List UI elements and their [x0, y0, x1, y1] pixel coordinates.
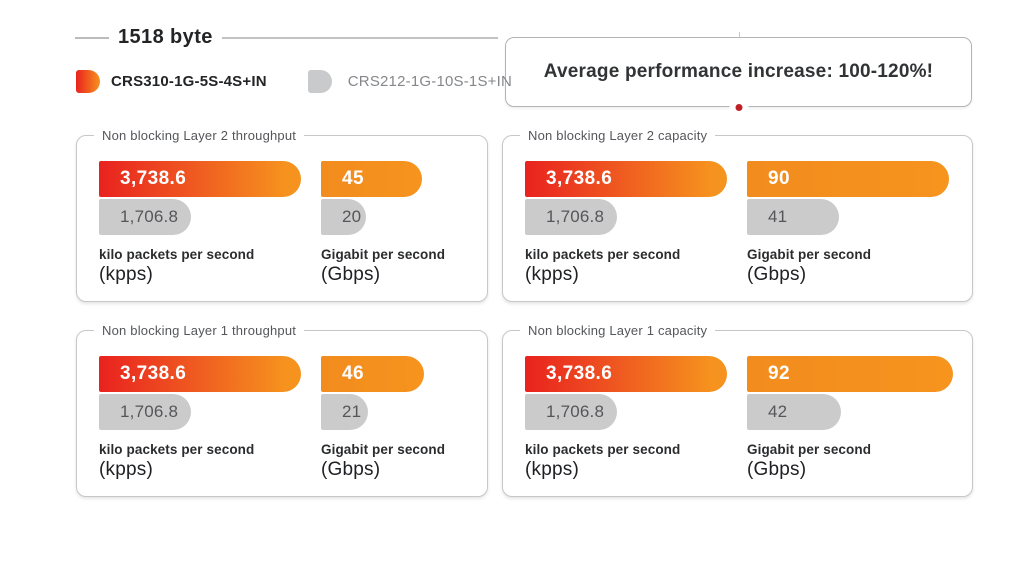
- legend-label: CRS212-1G-10S-1S+IN: [347, 73, 513, 90]
- panel-layer1-throughput: Non blocking Layer 1 throughput 3,738.6 …: [76, 323, 488, 497]
- bar-group-kpps: 3,738.6 1,706.8 kilo packets per second …: [525, 356, 727, 481]
- unit-name: kilo packets per second: [99, 442, 255, 457]
- unit-abbr: (kpps): [99, 264, 153, 285]
- panel-title: Non blocking Layer 1 capacity: [520, 323, 716, 338]
- legend-swatch-gray-icon: [307, 70, 332, 93]
- bar-crs310-kpps: 3,738.6: [99, 356, 301, 392]
- unit-abbr: (Gbps): [747, 459, 807, 480]
- bar-crs212-gbps: 41: [747, 199, 839, 235]
- legend-label: CRS310-1G-5S-4S+IN: [111, 73, 267, 90]
- unit-abbr: (Gbps): [321, 459, 381, 480]
- unit-abbr: (Gbps): [747, 264, 807, 285]
- bar-group-gbps: 92 42 Gigabit per second (Gbps): [747, 356, 953, 481]
- bar-crs212-gbps: 42: [747, 394, 842, 430]
- unit-abbr: (Gbps): [321, 264, 381, 285]
- panel-title: Non blocking Layer 2 capacity: [520, 128, 716, 143]
- title-trailing-line: [221, 36, 498, 39]
- bar-crs310-kpps: 3,738.6: [99, 161, 301, 197]
- panel-title: Non blocking Layer 1 throughput: [94, 323, 305, 338]
- panel-layer2-capacity: Non blocking Layer 2 capacity 3,738.6 1,…: [502, 128, 973, 302]
- unit-abbr: (kpps): [525, 459, 579, 480]
- performance-banner: Average performance increase: 100-120%!: [505, 32, 972, 111]
- bar-crs310-gbps: 45: [321, 161, 422, 197]
- bar-group-gbps: 46 21 Gigabit per second (Gbps): [321, 356, 527, 481]
- legend: CRS310-1G-5S-4S+IN CRS212-1G-10S-1S+IN: [76, 70, 512, 93]
- bar-crs310-gbps: 92: [747, 356, 953, 392]
- panels-grid: Non blocking Layer 2 throughput 3,738.6 …: [76, 128, 973, 497]
- unit-abbr: (kpps): [525, 264, 579, 285]
- bar-group-kpps: 3,738.6 1,706.8 kilo packets per second …: [99, 356, 301, 481]
- bar-crs212-gbps: 20: [321, 199, 366, 235]
- red-dot-icon: [735, 103, 742, 111]
- header: 1518 byte: [75, 26, 498, 49]
- legend-item-crs212: CRS212-1G-10S-1S+IN: [307, 70, 513, 93]
- bar-group-kpps: 3,738.6 1,706.8 kilo packets per second …: [525, 161, 727, 286]
- unit-abbr: (kpps): [99, 459, 153, 480]
- title-leading-dash: [75, 36, 109, 39]
- bar-crs310-kpps: 3,738.6: [525, 356, 727, 392]
- bar-crs212-kpps: 1,706.8: [99, 394, 192, 430]
- banner-text: Average performance increase: 100-120%!: [543, 61, 934, 82]
- bar-crs212-gbps: 21: [321, 394, 369, 430]
- unit-name: kilo packets per second: [525, 442, 681, 457]
- unit-name: Gigabit per second: [321, 442, 446, 457]
- panel-layer2-throughput: Non blocking Layer 2 throughput 3,738.6 …: [76, 128, 488, 302]
- unit-name: Gigabit per second: [321, 247, 446, 262]
- bar-crs212-kpps: 1,706.8: [525, 394, 618, 430]
- page-title: 1518 byte: [118, 26, 213, 48]
- bar-crs212-kpps: 1,706.8: [99, 199, 192, 235]
- unit-name: Gigabit per second: [747, 247, 872, 262]
- bar-group-gbps: 90 41 Gigabit per second (Gbps): [747, 161, 953, 286]
- bar-group-gbps: 45 20 Gigabit per second (Gbps): [321, 161, 527, 286]
- bar-crs310-gbps: 90: [747, 161, 949, 197]
- unit-name: kilo packets per second: [99, 247, 255, 262]
- unit-name: Gigabit per second: [747, 442, 872, 457]
- unit-name: kilo packets per second: [525, 247, 681, 262]
- legend-swatch-red-orange-icon: [76, 70, 100, 93]
- bar-crs310-kpps: 3,738.6: [525, 161, 727, 197]
- banner-top-tick: [738, 32, 740, 38]
- panel-layer1-capacity: Non blocking Layer 1 capacity 3,738.6 1,…: [502, 323, 973, 497]
- bar-crs310-gbps: 46: [321, 356, 424, 392]
- panel-title: Non blocking Layer 2 throughput: [94, 128, 305, 143]
- legend-item-crs310: CRS310-1G-5S-4S+IN: [76, 70, 267, 93]
- bar-crs212-kpps: 1,706.8: [525, 199, 618, 235]
- bar-group-kpps: 3,738.6 1,706.8 kilo packets per second …: [99, 161, 301, 286]
